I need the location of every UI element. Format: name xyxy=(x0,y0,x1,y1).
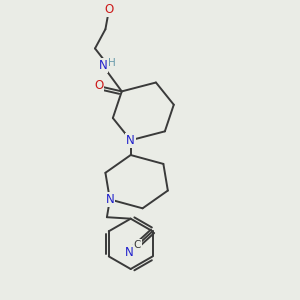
Text: H: H xyxy=(108,58,116,68)
Text: C: C xyxy=(134,240,141,250)
Text: N: N xyxy=(125,246,134,260)
Text: N: N xyxy=(99,59,107,72)
Text: N: N xyxy=(126,134,135,147)
Text: O: O xyxy=(104,3,114,16)
Text: N: N xyxy=(106,193,114,206)
Text: O: O xyxy=(94,79,104,92)
